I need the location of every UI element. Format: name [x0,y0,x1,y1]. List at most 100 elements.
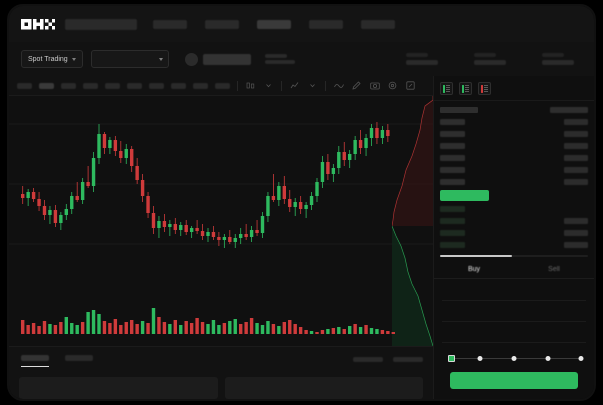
toolbar-divider [325,80,326,91]
orderbook-mode-asks-only-icon[interactable] [478,82,491,95]
bottom-card-1[interactable] [224,377,423,399]
orderbook-bid-row[interactable] [434,203,594,215]
timeframe-7[interactable] [171,82,186,89]
timeframe-9[interactable] [215,82,230,89]
orderbook-bid-row[interactable] [434,227,594,239]
active-underline [21,366,49,367]
bottom-tabs [9,347,433,367]
nav-item-4[interactable] [361,19,395,29]
orderbook-ask-row[interactable] [434,140,594,152]
pencil-icon[interactable] [351,80,362,91]
amount-field[interactable] [442,306,586,322]
timeframe-4[interactable] [105,82,120,89]
amount-slider[interactable] [446,355,584,363]
orderbook-ask-row[interactable] [434,116,594,128]
header-nav [153,19,582,29]
timeframe-0[interactable] [17,82,32,89]
pair-info [184,52,251,66]
chart-toolbar [9,76,433,96]
orderbook-ask-row[interactable] [434,128,594,140]
pair-select-dropdown[interactable] [90,50,169,68]
chevron-down-icon[interactable] [263,80,274,91]
orderbook-rows [434,101,594,251]
orderbook-ask-row[interactable] [434,176,594,188]
orderbook-bid-row[interactable] [434,239,594,251]
timeframe-1[interactable] [39,82,54,89]
chart-panel[interactable] [9,96,433,346]
app-surface: Spot Trading [9,6,594,399]
timeframe-2[interactable] [61,82,76,89]
orderbook-ask-row[interactable] [434,152,594,164]
timeframe-6[interactable] [149,82,164,89]
bottom-actions [353,357,423,362]
bottom-tab-label [21,355,49,361]
market-stats [406,53,582,65]
buy-submit-button[interactable] [450,372,578,389]
price-block [264,54,295,64]
right-column: Buy Sell [433,76,594,399]
price-change [264,60,295,64]
market-depth-overlay [392,96,433,346]
search-input[interactable] [65,18,137,30]
last-price [264,54,287,58]
stat-2 [542,53,574,65]
stat-1 [474,53,506,65]
candle-type-icon[interactable] [245,80,256,91]
trade-tabs: Buy Sell [434,262,594,279]
nav-item-3[interactable] [309,19,343,29]
price-field[interactable] [442,285,586,301]
timeframe-3[interactable] [83,82,98,89]
toolbar-divider [281,80,282,91]
nav-item-2[interactable] [257,19,291,29]
market-bar: Spot Trading [9,42,594,76]
stat-label [542,53,564,57]
device-frame: Spot Trading [7,4,596,401]
chevron-down-icon [158,57,163,61]
top-header [9,6,594,42]
pair-name [202,53,251,65]
orderbook-current-price [440,190,489,201]
camera-icon[interactable] [369,80,380,91]
timeframe-8[interactable] [193,82,208,89]
total-field[interactable] [442,327,586,343]
slider-step-25[interactable] [477,356,483,361]
stat-label [406,53,428,57]
spot-trading-dropdown[interactable]: Spot Trading [21,50,83,68]
orderbook-mode-both-icon[interactable] [440,82,453,95]
bottom-action-0[interactable] [353,357,383,362]
fullscreen-icon[interactable] [405,80,416,91]
volume-chart [21,308,395,334]
timeframe-5[interactable] [127,82,142,89]
scrollbar-thumb[interactable] [440,255,512,257]
line-tool-icon[interactable] [333,80,344,91]
trade-form [434,279,594,389]
orderbook-ask-row[interactable] [434,164,594,176]
okx-logo-icon[interactable] [21,18,55,30]
orderbook-scrollbar[interactable] [440,255,588,257]
chevron-down-icon [71,57,76,61]
spot-trading-label: Spot Trading [28,55,68,63]
toolbar-divider [237,80,238,91]
nav-item-1[interactable] [205,19,239,29]
bottom-tab-0[interactable] [21,355,49,367]
coin-avatar [184,52,198,66]
slider-step-50[interactable] [511,356,517,361]
tab-sell[interactable]: Sell [548,266,560,273]
settings-icon[interactable] [387,80,398,91]
tab-buy[interactable]: Buy [467,266,481,273]
slider-step-75[interactable] [545,356,551,361]
nav-item-0[interactable] [153,19,187,29]
slider-step-100[interactable] [578,356,584,361]
bottom-tab-1[interactable] [65,355,93,361]
chevron-down-icon[interactable] [307,80,318,91]
indicators-icon[interactable] [289,80,300,91]
orderbook-mode-bids-only-icon[interactable] [459,82,472,95]
bottom-action-1[interactable] [393,357,423,362]
slider-handle[interactable] [448,355,455,362]
stat-value [542,60,574,65]
bottom-card-0[interactable] [19,377,218,399]
candlestick-chart [9,122,433,248]
orderbook-bid-row[interactable] [434,215,594,227]
orderbook-mode-group [434,76,594,101]
column-header-price [550,107,588,113]
